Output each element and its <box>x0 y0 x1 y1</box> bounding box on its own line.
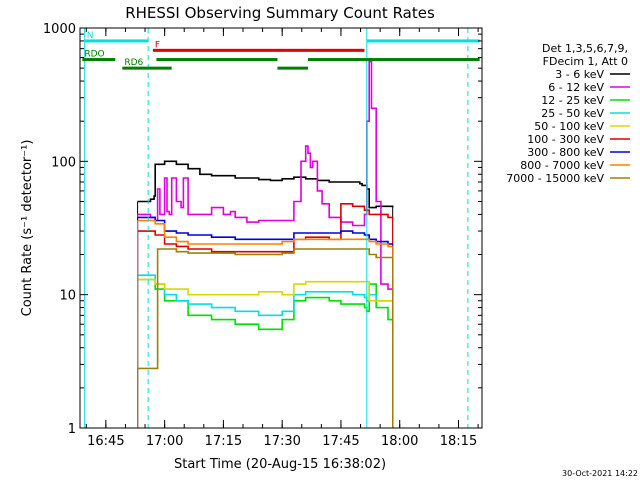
legend-header: Det 1,3,5,6,7,9, <box>542 42 628 55</box>
annotation-bar <box>84 39 149 43</box>
legend-entry-label: 800 - 7000 keV <box>520 159 604 172</box>
footer-timestamp: 30-Oct-2021 14:22 <box>562 469 638 478</box>
y-tick-label: 1000 <box>43 22 76 37</box>
y-tick-label: 10 <box>59 289 76 304</box>
x-tick-label: 17:45 <box>322 434 359 449</box>
x-tick-label: 18:00 <box>381 434 418 449</box>
x-tick-label: 17:15 <box>205 434 242 449</box>
series-line-2 <box>137 278 394 331</box>
plot-frame <box>79 27 483 429</box>
chart-title: RHESSI Observing Summary Count Rates <box>125 4 435 22</box>
series-layer <box>137 60 394 428</box>
annotation-bar <box>122 66 172 70</box>
series-line-6 <box>137 216 393 245</box>
legend-entry-label: 100 - 300 keV <box>527 133 604 146</box>
annotation-layer: N F RDO RD6 <box>82 28 480 428</box>
axes: 16:45 17:00 17:15 17:30 17:45 18:00 18:15 1 10 10… <box>43 22 483 449</box>
legend-entry-label: 3 - 6 keV <box>555 68 604 81</box>
legend-entry-label: 25 - 50 keV <box>541 107 604 120</box>
y-tick-label: 1 <box>68 422 76 437</box>
annotation-bar <box>156 58 278 62</box>
legend-entry-label: 300 - 800 keV <box>527 146 604 159</box>
x-tick-label: 17:30 <box>263 434 300 449</box>
y-axis-label: Count Rate (s⁻¹ detector⁻¹) <box>20 140 35 317</box>
annotation-label: N <box>87 31 94 41</box>
legend-entry-label: 7000 - 15000 keV <box>506 172 604 185</box>
annotation-label: F <box>155 40 160 50</box>
x-tick-label: 18:15 <box>440 434 477 449</box>
legend-header: FDecim 1, Att 0 <box>543 55 628 68</box>
x-tick-label: 17:00 <box>146 434 183 449</box>
legend-entry-label: 6 - 12 keV <box>548 81 604 94</box>
annotation-bar <box>308 58 480 62</box>
y-tick-label: 100 <box>51 155 76 170</box>
series-line-7 <box>137 219 393 248</box>
annotation-bar <box>277 66 309 70</box>
x-axis-label: Start Time (20-Aug-15 16:38:02) <box>174 457 386 472</box>
annotation-bar <box>366 39 480 43</box>
series-line-8 <box>137 248 393 370</box>
legend-entry-label: 12 - 25 keV <box>541 94 604 107</box>
annotation-label: RD6 <box>124 58 143 68</box>
annotation-bar <box>152 48 365 52</box>
legend-entry-label: 50 - 100 keV <box>534 120 604 133</box>
series-line-1 <box>137 60 394 295</box>
legend: Det 1,3,5,6,7,9,FDecim 1, Att 03 - 6 keV… <box>506 42 630 185</box>
series-line-4 <box>137 278 393 302</box>
annotation-bar <box>82 58 116 62</box>
x-tick-label: 16:45 <box>87 434 124 449</box>
annotation-label: RDO <box>84 50 104 60</box>
